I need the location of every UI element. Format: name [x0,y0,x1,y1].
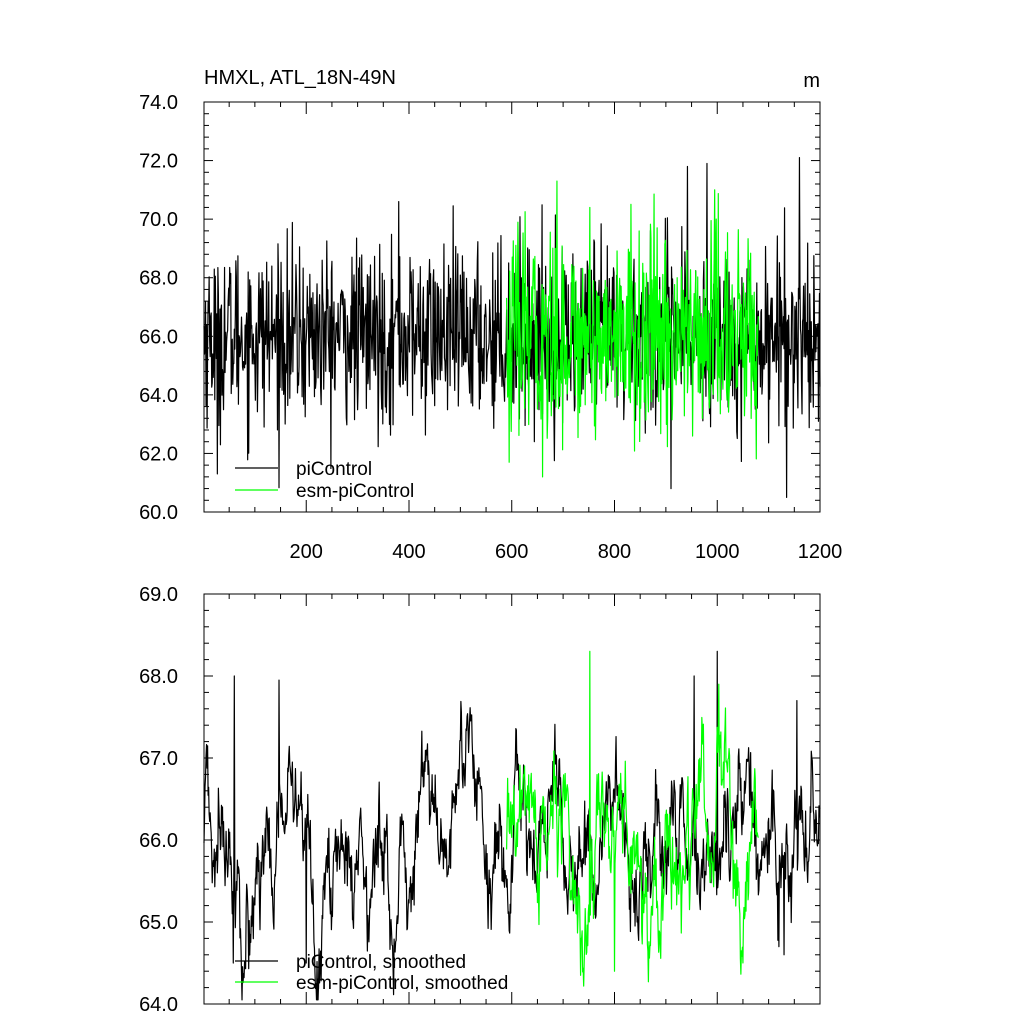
top-y-tick-label: 66.0 [139,326,178,348]
top-panel-title: HMXL, ATL_18N-49N [204,67,396,89]
bottom-y-tick-label: 67.0 [139,748,178,770]
bottom-y-tick-label: 66.0 [139,830,178,852]
bottom-y-tick-label: 64.0 [139,994,178,1016]
top-panel-units: m [803,70,820,92]
top-x-tick-label: 400 [392,541,425,563]
bottom-y-tick-label: 68.0 [139,666,178,688]
top-x-tick-label: 600 [495,541,528,563]
top-x-tick-label: 1200 [798,541,843,563]
top-x-tick-label: 200 [290,541,323,563]
top-panel-frame [203,101,821,513]
bottom-panel: 64.0 65.0 66.0 67.0 68.0 69.0 piControl, smoo… [139,584,821,1016]
top-x-tick-label: 800 [598,541,631,563]
bottom-panel-series [203,650,821,1001]
top-x-tick-label: 1000 [695,541,740,563]
top-panel: HMXL, ATL_18N-49N m 60.0 62.0 64.0 66.0 68.0… [139,67,842,563]
top-y-tick-label: 72.0 [139,151,178,173]
top-series-esm-picontrol [506,180,759,478]
top-y-tick-label: 60.0 [139,502,178,524]
legend-label-picontrol: piControl [296,459,372,480]
legend-label-picontrol-smoothed: piControl, smoothed [296,952,466,973]
top-y-tick-label: 70.0 [139,209,178,231]
top-panel-legend: piControl esm-piControl [235,459,414,502]
bottom-series-picontrol-smoothed [203,650,821,1001]
top-y-tick-label: 64.0 [139,385,178,407]
top-y-tick-label: 74.0 [139,92,178,114]
top-y-tick-label: 62.0 [139,443,178,465]
bottom-series-esm-picontrol-smoothed [506,650,759,987]
bottom-y-tick-label: 69.0 [139,584,178,606]
bottom-panel-legend: piControl, smoothed esm-piControl, smoot… [235,952,508,994]
legend-label-esm-picontrol: esm-piControl [296,481,414,502]
legend-label-esm-picontrol-smoothed: esm-piControl, smoothed [296,973,508,994]
top-y-tick-label: 68.0 [139,268,178,290]
top-panel-series [203,157,821,498]
bottom-y-tick-label: 65.0 [139,912,178,934]
bottom-panel-frame [203,593,821,1005]
bottom-panel-ticks: 64.0 65.0 66.0 67.0 68.0 69.0 [139,584,821,1016]
top-panel-ticks: 60.0 62.0 64.0 66.0 68.0 70.0 72.0 74.0 200 400 60… [139,92,842,563]
